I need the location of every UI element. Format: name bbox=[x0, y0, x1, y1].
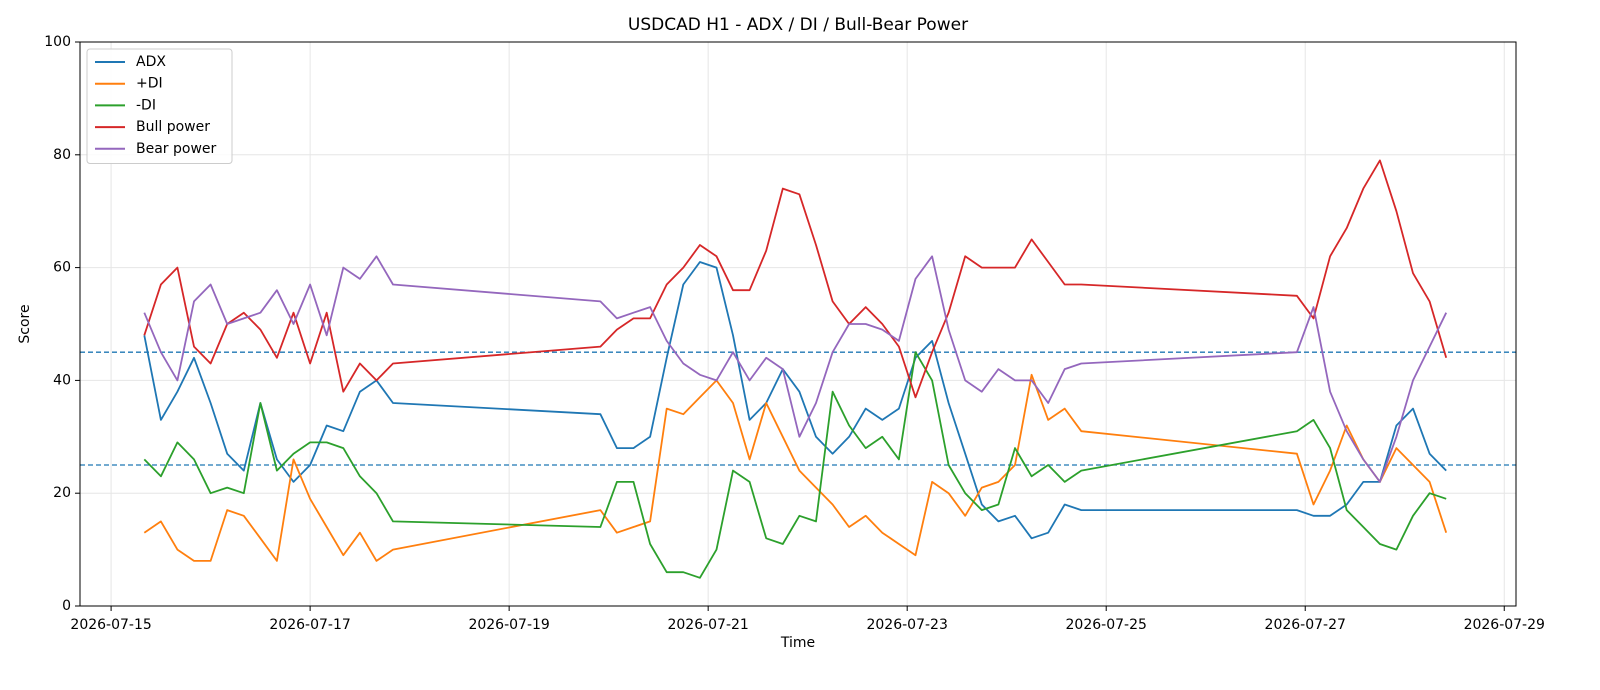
series-line bbox=[143, 373, 1448, 562]
chart-title: USDCAD H1 - ADX / DI / Bull-Bear Power bbox=[628, 15, 968, 35]
x-axis-label: Time bbox=[780, 635, 815, 651]
series-line bbox=[143, 261, 1447, 540]
legend-label: Bear power bbox=[136, 141, 217, 157]
legend-label: +DI bbox=[136, 76, 163, 92]
series-line bbox=[143, 351, 1447, 579]
y-tick-label: 0 bbox=[62, 598, 71, 614]
legend-label: -DI bbox=[136, 97, 156, 113]
y-axis-label: Score bbox=[17, 304, 33, 343]
x-tick-label: 2026-07-17 bbox=[269, 617, 350, 633]
series-line bbox=[143, 255, 1448, 483]
x-tick-label: 2026-07-23 bbox=[866, 617, 947, 633]
x-tick-label: 2026-07-19 bbox=[468, 617, 549, 633]
series-line bbox=[143, 159, 1448, 399]
x-tick-label: 2026-07-21 bbox=[667, 617, 748, 633]
y-tick-label: 60 bbox=[53, 260, 71, 276]
x-tick-label: 2026-07-29 bbox=[1464, 617, 1545, 633]
legend-box bbox=[86, 48, 233, 164]
y-tick-label: 80 bbox=[53, 147, 71, 163]
plot-frame bbox=[79, 41, 1517, 607]
x-tick-label: 2026-07-15 bbox=[70, 617, 151, 633]
x-tick-label: 2026-07-27 bbox=[1265, 617, 1346, 633]
y-tick-label: 20 bbox=[53, 485, 71, 501]
y-tick-label: 100 bbox=[44, 34, 71, 50]
legend-label: Bull power bbox=[136, 119, 210, 135]
y-tick-label: 40 bbox=[53, 372, 71, 388]
legend-label: ADX bbox=[136, 54, 166, 70]
x-tick-label: 2026-07-25 bbox=[1066, 617, 1147, 633]
